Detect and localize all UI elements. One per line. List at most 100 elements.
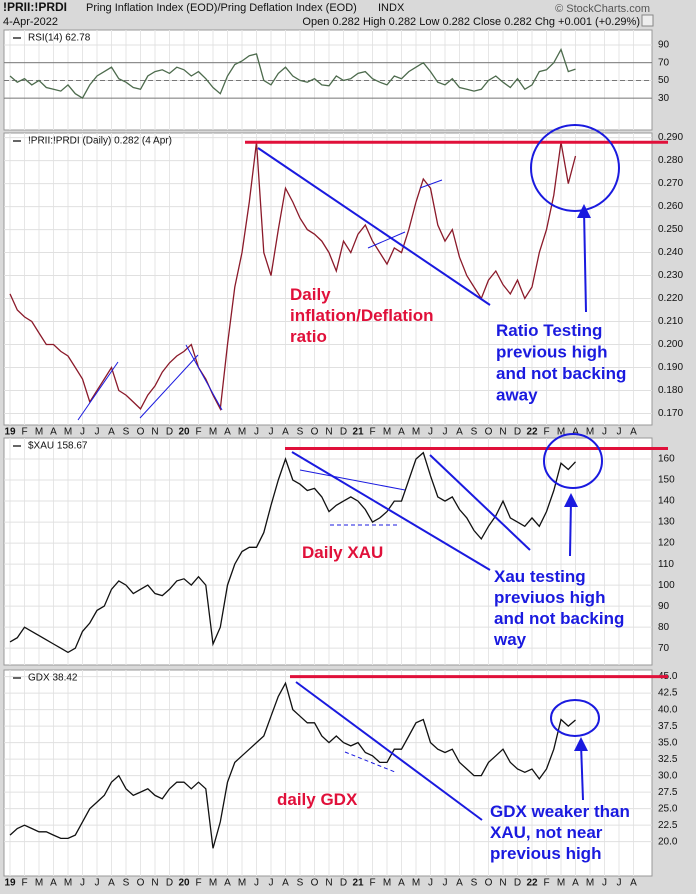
y-tick-label: 32.5 [658,754,678,765]
trend-line [77,361,119,421]
x-tick-label: F [543,427,549,438]
y-tick-label: 0.230 [658,270,683,281]
y-tick-label: 20.0 [658,836,678,847]
x-tick-label: S [471,878,478,889]
x-tick-label: N [151,427,158,438]
x-tick-label: A [456,427,463,438]
x-tick-label: N [325,427,332,438]
panel-label: GDX 38.42 [28,673,78,684]
x-tick-label: D [166,427,173,438]
x-tick-label: A [50,878,57,889]
x-tick-label: A [398,427,405,438]
y-tick-label: 0.280 [658,155,683,166]
x-tick-label: J [617,878,622,889]
x-tick-label: J [254,427,259,438]
x-tick-label: J [269,878,274,889]
annotation: ratio [290,327,327,346]
x-tick-label: N [499,878,506,889]
x-tick-label: 20 [178,427,190,438]
annotation: and not backing [494,609,624,628]
x-tick-label: J [269,427,274,438]
x-tick-label: O [311,878,319,889]
x-tick-label: M [35,427,43,438]
menu-button[interactable] [641,14,654,27]
date: 4-Apr-2022 [3,16,58,28]
price-line [9,451,576,654]
x-tick-label: A [398,878,405,889]
x-tick-label: J [95,878,100,889]
x-tick-label: O [137,427,145,438]
x-tick-label: M [412,427,420,438]
x-tick-label: M [209,878,217,889]
x-tick-label: J [95,427,100,438]
x-tick-label: M [383,878,391,889]
x-tick-label: S [471,427,478,438]
y-tick-label: 0.180 [658,385,683,396]
y-tick-label: 0.210 [658,316,683,327]
y-tick-label: 150 [658,475,675,486]
annotation: away [496,386,538,405]
drawings [77,124,620,821]
y-tick-label: 130 [658,517,675,528]
y-tick-label: 0.260 [658,201,683,212]
y-tick-label: 120 [658,538,675,549]
symbol-name: Pring Inflation Index (EOD)/Pring Deflat… [86,2,357,14]
annotation: Daily XAU [302,543,383,562]
arrow-head [577,204,591,218]
arrow-head [564,493,578,507]
trend-line [139,354,199,419]
y-tick-label: 50 [658,75,670,86]
x-tick-label: A [282,878,289,889]
x-tick-label: J [443,878,448,889]
x-tick-label: M [586,878,594,889]
x-tick-label: M [209,427,217,438]
y-tick-label: 25.0 [658,803,678,814]
trend-line [429,454,531,551]
y-tick-label: 110 [658,559,674,570]
x-tick-label: J [428,878,433,889]
x-tick-label: F [21,427,27,438]
annotation: GDX weaker than [490,802,630,821]
y-tick-label: 30.0 [658,770,678,781]
x-tick-label: A [572,878,579,889]
x-tick-label: D [166,878,173,889]
x-tick-label: 19 [4,878,16,889]
arrow [583,209,587,313]
x-tick-label: O [137,878,145,889]
annotation: daily GDX [277,790,358,809]
trend-line [291,451,491,571]
highlight-circle [530,124,620,212]
arrow [580,743,584,801]
support-line [344,751,396,773]
x-tick-label: M [35,878,43,889]
annotation: way [493,630,527,649]
x-tick-label: J [80,427,85,438]
x-tick-label: 21 [352,878,364,889]
x-tick-label: O [485,427,493,438]
x-tick-label: F [369,878,375,889]
y-tick-label: 70 [658,643,670,654]
x-tick-label: F [195,427,201,438]
x-tick-label: A [108,427,115,438]
symbol: !PRII:!PRDI [3,0,67,14]
annotation: previous high [496,343,607,362]
panel-label: RSI(14) 62.78 [28,33,91,44]
y-tick-label: 0.200 [658,339,683,350]
x-tick-label: M [412,878,420,889]
x-tick-label: A [108,878,115,889]
x-tick-label: A [456,878,463,889]
y-tick-label: 0.250 [658,224,683,235]
y-tick-label: 140 [658,496,675,507]
x-tick-label: A [572,427,579,438]
x-tick-label: A [630,427,637,438]
x-tick-label: D [340,878,347,889]
x-tick-label: F [543,878,549,889]
x-tick-label: S [297,427,304,438]
x-tick-label: 21 [352,427,364,438]
x-tick-label: J [428,427,433,438]
x-tick-label: J [617,427,622,438]
annotation: inflation/Deflation [290,306,434,325]
x-tick-label: N [325,878,332,889]
